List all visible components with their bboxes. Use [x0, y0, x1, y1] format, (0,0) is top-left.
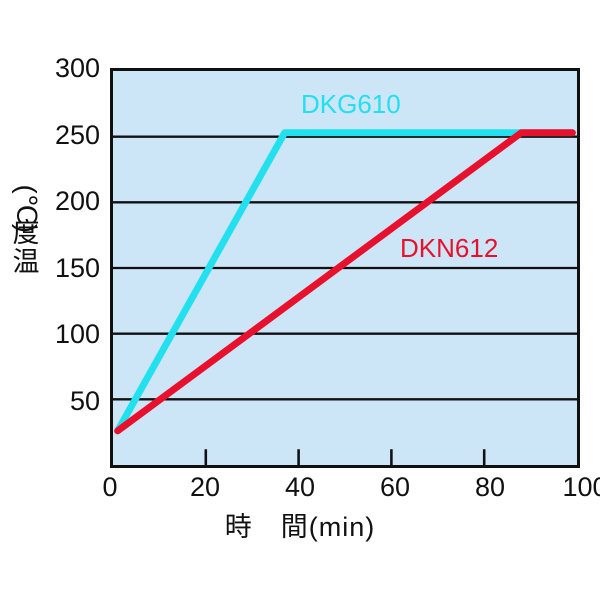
series-label-dkg610: DKG610 — [301, 89, 401, 119]
x-tick-marks — [204, 449, 486, 465]
x-tick-label-80: 80 — [474, 472, 506, 502]
x-axis-title: 時 間(min) — [224, 512, 376, 542]
x-tick-label-40: 40 — [284, 472, 316, 502]
x-tick-label-60: 60 — [379, 472, 411, 502]
y-axis-title-unit: (℃) — [11, 184, 42, 233]
y-tick-label-100: 100 — [54, 319, 100, 349]
y-axis-title-char-1: 温 — [12, 247, 40, 278]
y-tick-label-50: 50 — [69, 386, 100, 416]
series-line-dkn612 — [114, 129, 576, 435]
y-tick-label-250: 250 — [54, 120, 100, 150]
series-line-dkg610 — [114, 129, 576, 435]
x-tick-label-100: 100 — [562, 472, 600, 502]
y-tick-label-300: 300 — [54, 53, 100, 83]
series-label-dkn612: DKN612 — [400, 233, 499, 263]
plot-area: DKG610 DKN612 — [110, 68, 580, 468]
chart-canvas — [113, 129, 577, 465]
y-tick-label-150: 150 — [54, 253, 100, 283]
y-axis-title: (℃) 度 温 — [6, 185, 46, 278]
x-tick-label-0: 0 — [102, 472, 118, 502]
y-tick-label-200: 200 — [54, 186, 100, 216]
gridlines — [113, 135, 577, 401]
y-axis-title-char-2: 度 — [12, 218, 40, 249]
x-tick-label-20: 20 — [189, 472, 221, 502]
